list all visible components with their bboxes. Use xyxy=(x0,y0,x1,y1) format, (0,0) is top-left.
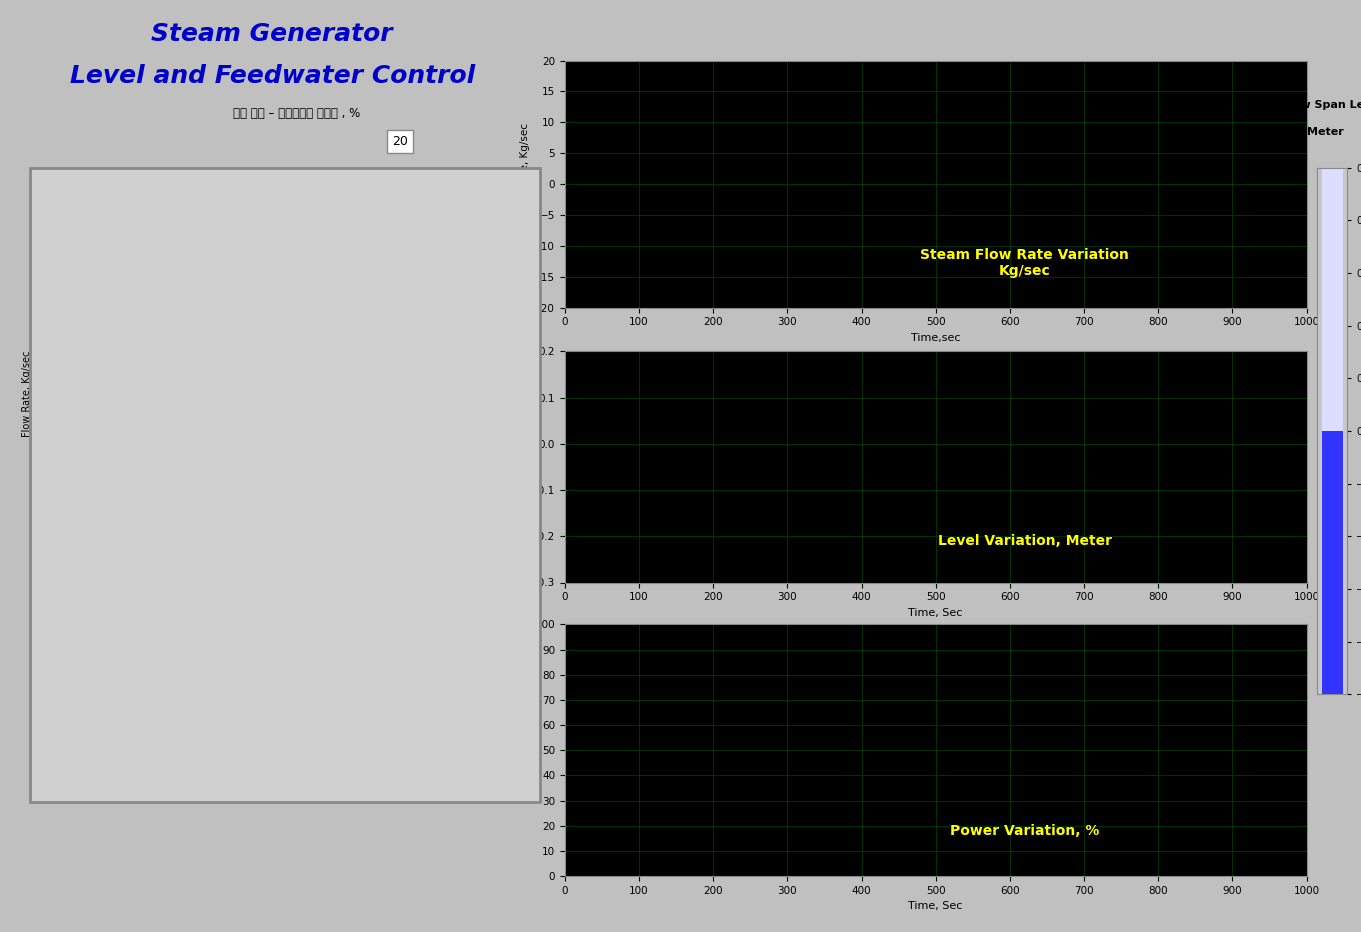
Text: Steam Flow Rate: Steam Flow Rate xyxy=(212,637,346,651)
X-axis label: Time,sec: Time,sec xyxy=(911,333,961,343)
Text: 14.8833: 14.8833 xyxy=(396,584,441,595)
Text: Flow Rate: Flow Rate xyxy=(373,195,434,205)
Text: Feedwater Flow Rate, Kg/sec: Feedwater Flow Rate, Kg/sec xyxy=(53,195,246,208)
X-axis label: Time, Sec: Time, Sec xyxy=(909,901,962,911)
Text: Steam: Steam xyxy=(373,172,412,183)
Y-axis label: Flow Rate, Kg/sec: Flow Rate, Kg/sec xyxy=(22,350,33,437)
Text: Narrow Span Level,: Narrow Span Level, xyxy=(1264,100,1361,110)
X-axis label: Time, Sec: Time, Sec xyxy=(909,608,962,618)
Text: Meter: Meter xyxy=(1307,128,1345,137)
Text: Level and Feedwater Control: Level and Feedwater Control xyxy=(69,64,475,89)
Text: 0.821429: 0.821429 xyxy=(437,725,490,734)
Bar xyxy=(376,717,408,743)
Text: Demand Signal  and: Demand Signal and xyxy=(53,172,186,185)
Bar xyxy=(1322,431,1343,694)
Text: Power Variation, %: Power Variation, % xyxy=(950,824,1100,838)
Bar xyxy=(48,717,376,743)
Bar xyxy=(392,260,436,573)
Bar xyxy=(1322,168,1343,431)
X-axis label: Scoping Time(100sec): Scoping Time(100sec) xyxy=(161,598,276,609)
Text: Steam Flow Rate Variation
Kg/sec: Steam Flow Rate Variation Kg/sec xyxy=(920,248,1130,279)
Y-axis label: Delta Level, meter: Delta Level, meter xyxy=(517,418,527,515)
Text: 20: 20 xyxy=(392,135,407,148)
Bar xyxy=(392,214,436,260)
Text: Kg/sec/sec: Kg/sec/sec xyxy=(238,663,320,677)
Text: Level Variation, Meter: Level Variation, Meter xyxy=(938,534,1112,548)
Text: 초기 출력 – 증기발생기 열출력 , %: 초기 출력 – 증기발생기 열출력 , % xyxy=(233,107,361,119)
Y-axis label: Output Power, %: Output Power, % xyxy=(523,706,532,794)
Text: Steam Generator: Steam Generator xyxy=(151,22,393,47)
Text: Slew Rate of: Slew Rate of xyxy=(230,611,328,625)
Y-axis label: Delta Flow Rate, Kg/sec: Delta Flow Rate, Kg/sec xyxy=(520,123,531,245)
